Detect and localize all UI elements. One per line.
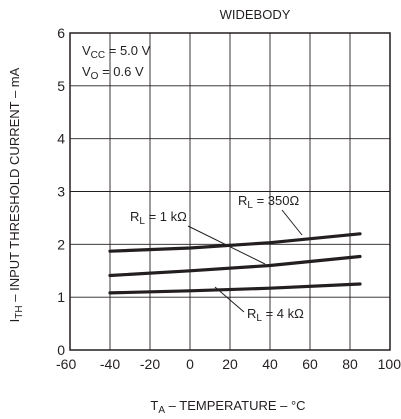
y-tick-label: 4: [57, 131, 65, 147]
condition-vo: VO = 0.6 V: [82, 64, 144, 82]
y-tick-label: 5: [57, 78, 65, 94]
leader-4k: [214, 286, 245, 313]
x-tick-label: -60: [56, 356, 76, 372]
y-tick-label: 3: [57, 184, 65, 200]
series-line-0: [108, 232, 362, 253]
annotation-350: RL = 350Ω: [238, 193, 299, 211]
x-axis-label: TA – TEMPERATURE – °C: [150, 398, 305, 416]
chart-title: WIDEBODY: [220, 7, 291, 22]
series-line-1: [108, 254, 362, 278]
y-axis-label: ITH – INPUT THRESHOLD CURRENT – mA: [7, 67, 25, 322]
x-tick-label: 40: [262, 356, 278, 372]
y-tick-labels: 0 1 2 3 4 5 6: [57, 25, 65, 358]
x-tick-label: 100: [378, 356, 401, 372]
plot-frame: [69, 32, 391, 351]
x-tick-labels: -60 -40 -20 0 20 40 60 80 100: [56, 356, 401, 372]
x-tick-label: 80: [342, 356, 358, 372]
y-tick-label: 6: [57, 25, 65, 41]
y-tick-label: 2: [57, 236, 65, 252]
series-lines: [108, 232, 362, 295]
leader-350: [281, 209, 303, 236]
x-tick-label: -20: [140, 356, 160, 372]
x-tick-label: 60: [302, 356, 318, 372]
leader-1k: [187, 225, 266, 265]
grid: [69, 32, 391, 351]
x-tick-label: 0: [186, 356, 194, 372]
x-tick-label: -40: [100, 356, 120, 372]
y-tick-label: 0: [57, 342, 65, 358]
annotation-1k: RL = 1 kΩ: [130, 209, 187, 227]
condition-vcc: VCC = 5.0 V: [82, 43, 151, 61]
y-tick-label: 1: [57, 289, 65, 305]
x-tick-label: 20: [222, 356, 238, 372]
annotation-4k: RL = 4 kΩ: [247, 306, 304, 324]
series-line-2: [108, 282, 362, 295]
